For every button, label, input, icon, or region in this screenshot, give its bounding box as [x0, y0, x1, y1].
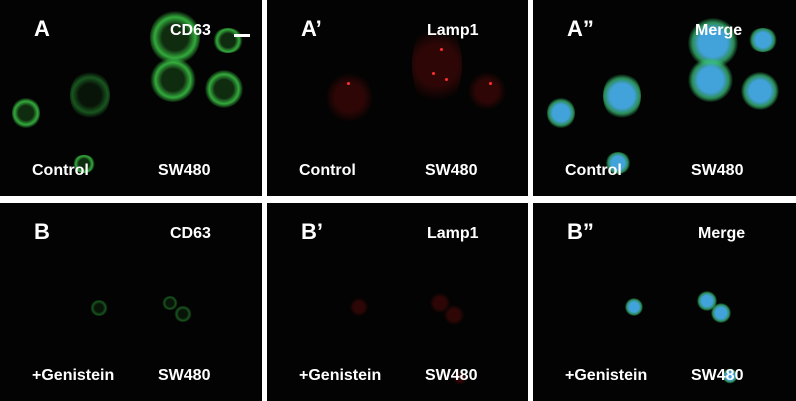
cell-line-label: SW480 — [425, 162, 478, 179]
lamp1-puncta — [445, 78, 448, 81]
panel-letter: B” — [567, 219, 594, 244]
condition-label: +Genistein — [32, 367, 115, 384]
cell — [688, 58, 733, 102]
cell — [603, 72, 641, 120]
panel-b-cd63-genistein: B CD63 +Genistein SW480 — [0, 203, 262, 401]
marker-label: Lamp1 — [427, 22, 479, 39]
cell — [150, 10, 200, 65]
cell — [467, 72, 507, 110]
cell — [547, 97, 575, 129]
cell-line-label: SW480 — [691, 162, 744, 179]
cell — [453, 371, 467, 385]
cell — [748, 28, 778, 52]
cell — [741, 72, 779, 110]
marker-label: CD63 — [170, 22, 211, 39]
cell — [70, 70, 110, 120]
panel-b-lamp1-genistein: B’ Lamp1 +Genistein SW480 — [267, 203, 528, 401]
condition-label: Control — [565, 162, 622, 179]
cell — [90, 300, 108, 316]
condition-label: +Genistein — [299, 367, 382, 384]
panel-letter: A” — [567, 16, 594, 41]
lamp1-puncta — [432, 72, 435, 75]
panel-a-merge-control: A” Merge Control SW480 — [533, 0, 796, 196]
cell — [212, 28, 244, 53]
cell — [205, 70, 243, 108]
panel-letter: A — [34, 16, 50, 41]
cell — [605, 152, 631, 174]
panel-a-lamp1-control: A’ Lamp1 Control SW480 — [267, 0, 528, 196]
cell-line-label: SW480 — [158, 162, 211, 179]
cell — [162, 296, 178, 310]
cell-line-label: SW480 — [425, 367, 478, 384]
cell — [412, 20, 462, 110]
panel-letter: B — [34, 219, 50, 244]
condition-label: +Genistein — [565, 367, 648, 384]
panel-letter: A’ — [301, 16, 322, 41]
marker-label: Merge — [698, 225, 746, 242]
cell — [327, 70, 372, 125]
cell — [443, 305, 465, 325]
lamp1-puncta — [489, 82, 492, 85]
cell — [174, 306, 192, 322]
marker-label: Lamp1 — [427, 225, 479, 242]
cell — [625, 298, 643, 316]
scale-bar — [234, 34, 250, 37]
marker-label: CD63 — [170, 225, 211, 242]
panel-letter: B’ — [301, 219, 323, 244]
cell — [150, 58, 196, 102]
lamp1-puncta — [440, 48, 443, 51]
panel-a-cd63-control: A CD63 Control SW480 — [0, 0, 262, 196]
cell — [12, 97, 40, 129]
cell — [711, 303, 731, 323]
marker-label: Merge — [695, 22, 743, 39]
panel-b-merge-genistein: B” Merge +Genistein SW480 — [533, 203, 796, 401]
condition-label: Control — [299, 162, 356, 179]
cell — [349, 298, 369, 316]
condition-label: Control — [32, 162, 89, 179]
lamp1-puncta — [347, 82, 350, 85]
cell — [72, 155, 96, 173]
cell-line-label: SW480 — [158, 367, 211, 384]
cell-line-label: SW480 — [691, 367, 744, 384]
cell — [723, 368, 737, 384]
